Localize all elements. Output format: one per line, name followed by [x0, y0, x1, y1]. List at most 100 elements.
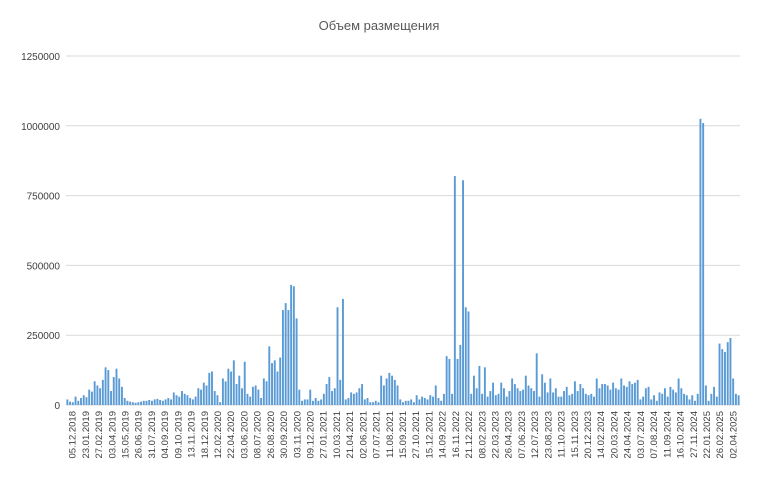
- bar: [489, 391, 492, 405]
- bar: [459, 344, 462, 405]
- bar: [202, 382, 205, 405]
- bar: [88, 389, 91, 405]
- bar: [516, 388, 519, 405]
- bar: [672, 389, 675, 405]
- bar: [633, 382, 636, 405]
- bar: [312, 400, 314, 405]
- bar: [254, 385, 257, 405]
- bar: [448, 358, 451, 405]
- x-tick-label: 26.08.2020: [266, 411, 277, 459]
- bar: [164, 399, 167, 405]
- bar: [571, 393, 574, 405]
- bar: [230, 371, 233, 405]
- bar: [527, 385, 530, 405]
- x-tick-label: 15.12.2021: [424, 411, 435, 459]
- bar: [71, 402, 74, 405]
- bar: [145, 400, 148, 405]
- bar: [426, 399, 429, 405]
- bar: [82, 395, 85, 405]
- bar: [393, 379, 396, 405]
- bar: [107, 370, 110, 405]
- x-tick-label: 26.02.2025: [715, 411, 726, 459]
- bar: [99, 388, 102, 405]
- bar: [718, 343, 721, 405]
- bar: [407, 400, 410, 405]
- bar: [306, 399, 309, 405]
- bar: [197, 388, 200, 405]
- bar: [587, 395, 590, 405]
- bar: [658, 392, 661, 405]
- bar: [614, 388, 617, 405]
- bar: [552, 392, 555, 405]
- bar: [603, 384, 606, 405]
- bar: [442, 393, 445, 405]
- bar: [382, 385, 385, 405]
- bar: [69, 401, 72, 405]
- bar: [576, 391, 579, 405]
- bar: [208, 372, 211, 405]
- x-tick-label: 22.03.2023: [491, 411, 502, 459]
- bar: [456, 358, 459, 405]
- bar: [530, 388, 533, 405]
- bar: [549, 378, 552, 405]
- bar: [200, 389, 203, 405]
- bar: [172, 392, 175, 405]
- bar: [366, 398, 369, 405]
- bar: [623, 385, 625, 405]
- bar: [412, 402, 415, 405]
- bar: [617, 389, 620, 405]
- bar: [211, 371, 213, 405]
- x-tick-label: 15.09.2021: [398, 411, 409, 459]
- bar: [178, 396, 181, 405]
- x-tick-label: 08.07.2020: [253, 411, 264, 459]
- bar: [593, 396, 595, 405]
- bar: [101, 379, 104, 405]
- bar: [314, 398, 317, 405]
- bar: [161, 400, 164, 405]
- bar: [374, 400, 377, 405]
- bar: [85, 397, 88, 405]
- bar: [328, 377, 331, 405]
- bar: [290, 284, 293, 405]
- bar: [715, 396, 718, 405]
- x-tick-label: 03.06.2020: [239, 411, 250, 459]
- bar: [620, 378, 623, 405]
- x-tick-label: 13.11.2019: [187, 411, 198, 458]
- bar: [713, 386, 716, 405]
- bar: [238, 375, 241, 405]
- x-tick-label: 03.07.2024: [636, 411, 647, 459]
- bar: [503, 388, 505, 405]
- bar: [246, 393, 249, 405]
- bar: [472, 375, 475, 405]
- x-tick-label: 26.04.2023: [504, 411, 515, 459]
- bar: [565, 386, 568, 405]
- bar: [241, 388, 243, 405]
- bar: [494, 395, 497, 405]
- bar: [303, 399, 306, 405]
- bar: [186, 395, 189, 405]
- x-tick-label: 20.03.2024: [609, 411, 620, 459]
- bar: [110, 391, 112, 405]
- bar: [483, 367, 486, 405]
- x-tick-label: 27.11.2024: [689, 411, 700, 458]
- bar: [271, 363, 273, 405]
- bar: [631, 384, 634, 405]
- bar: [137, 402, 140, 405]
- bar: [153, 399, 156, 405]
- x-tick-label: 22.04.2020: [226, 411, 237, 459]
- bar: [118, 378, 121, 405]
- bar: [636, 379, 639, 405]
- bar: [505, 396, 508, 405]
- x-tick-label: 04.09.2019: [160, 411, 171, 459]
- bar: [688, 399, 691, 405]
- bar: [80, 398, 82, 405]
- bar: [691, 395, 694, 405]
- bar: [235, 384, 238, 405]
- bar: [120, 386, 123, 405]
- bar: [519, 391, 522, 405]
- bar: [704, 385, 707, 405]
- bar: [295, 318, 298, 405]
- bar: [317, 400, 320, 405]
- bar: [732, 378, 735, 405]
- x-tick-label: 22.01.2025: [702, 411, 713, 459]
